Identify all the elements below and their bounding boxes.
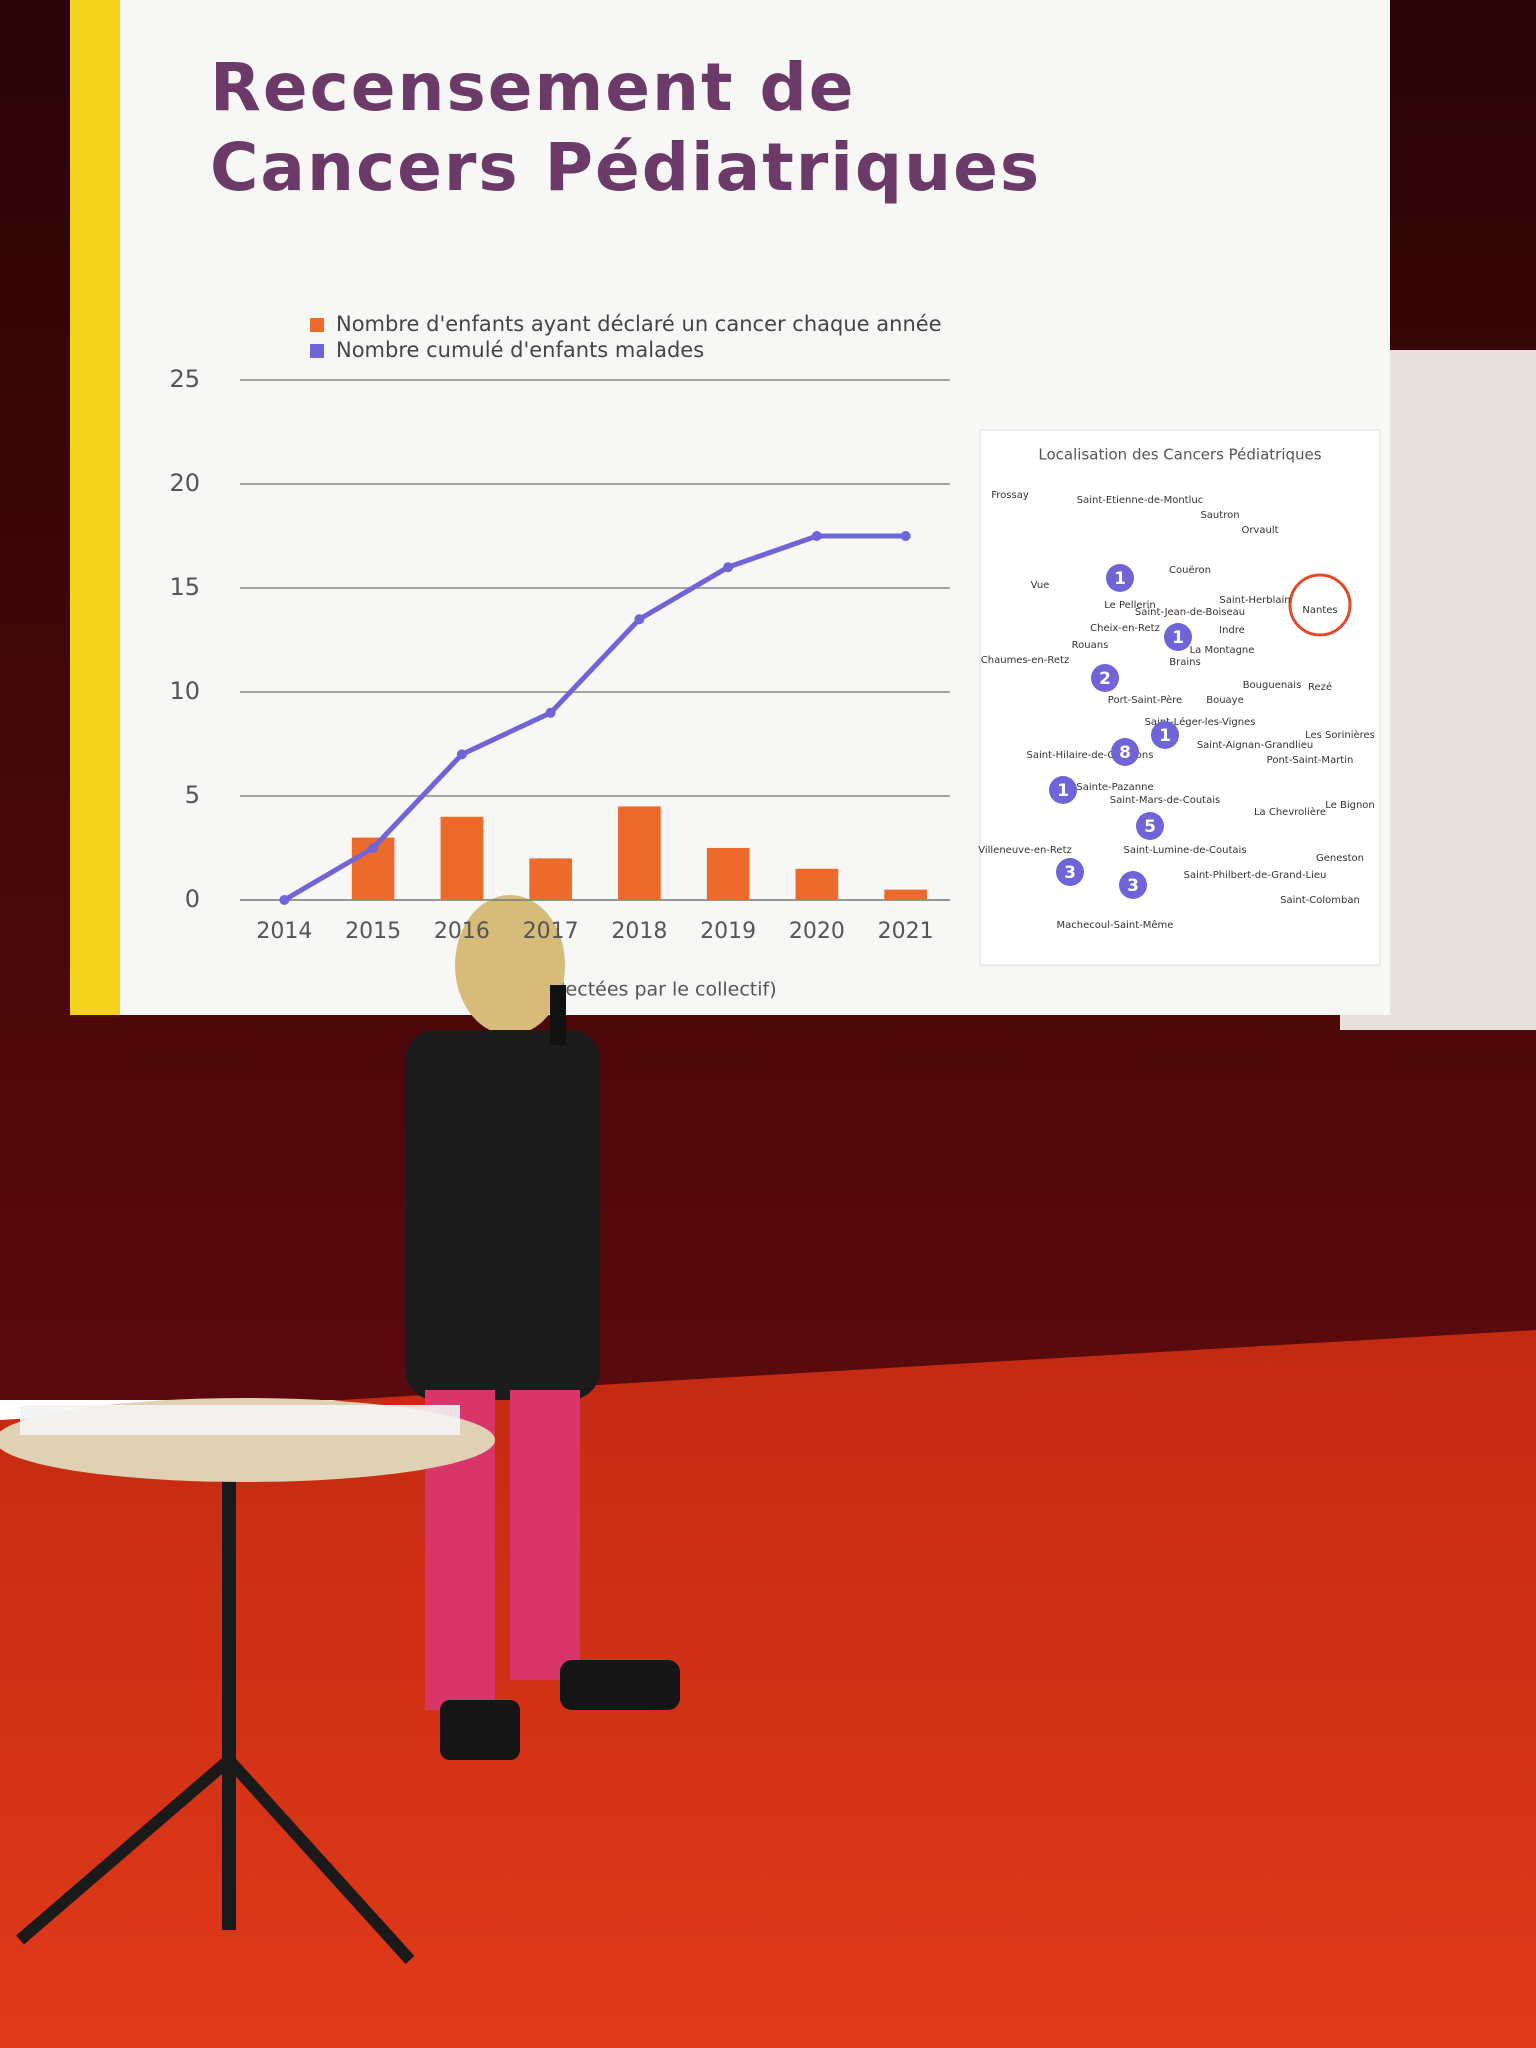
line: [283, 533, 906, 903]
map-place-label: Couëron: [1169, 565, 1211, 576]
map-place-label: Rezé: [1308, 681, 1332, 693]
map-place-label: Rouans: [1072, 640, 1109, 651]
y-tick-label: 0: [185, 885, 200, 913]
map-marker: [1119, 871, 1147, 899]
legend-label: Nombre cumulé d'enfants malades: [336, 338, 704, 362]
x-tick-label: 2020: [789, 919, 845, 944]
y-tick-label: 10: [169, 677, 200, 705]
nantes-circle: [1288, 573, 1352, 637]
map-place-label: Machecoul-Saint-Même: [1057, 919, 1174, 931]
map-place-label: Le Bignon: [1325, 800, 1375, 811]
map-count: 5: [1144, 817, 1156, 837]
floor: [0, 1330, 1536, 2048]
bar: [795, 868, 839, 900]
map-place-label: Saint-Etienne-de-Montluc: [1077, 495, 1203, 506]
bar: [618, 806, 661, 900]
map-place-label: Cheix-en-Retz: [1090, 623, 1160, 634]
map-place-label: Bouaye: [1206, 695, 1244, 706]
map-place-label: Saint-Colomban: [1280, 895, 1360, 906]
map-count: 1: [1057, 781, 1069, 801]
line-point: [900, 531, 911, 541]
map-marker: [1106, 564, 1134, 592]
map-panel: [979, 429, 1381, 966]
x-tick-label: 2019: [700, 919, 756, 944]
x-tick-label: 2015: [345, 919, 401, 944]
map-place-label: Bouguenais: [1243, 680, 1302, 691]
map-place-label: Saint-Jean-de-Boiseau: [1135, 607, 1245, 618]
map-marker: [1091, 664, 1119, 692]
y-tick-label: 15: [169, 573, 200, 601]
map-place-label: Vue: [1031, 580, 1050, 591]
map-place-label: La Chevrolière: [1254, 806, 1326, 818]
map-place-label: Sautron: [1200, 510, 1239, 521]
line-point: [545, 707, 556, 718]
map-place-label: Saint-Lumine-de-Coutais: [1123, 845, 1246, 856]
bar: [884, 889, 927, 900]
map-place-label: Orvault: [1241, 525, 1278, 536]
legend-label: Nombre d'enfants ayant déclaré un cancer…: [336, 312, 942, 336]
map-place-label: Villeneuve-en-Retz: [978, 845, 1072, 856]
map-place-label: Sainte-Pazanne: [1076, 782, 1153, 793]
map-count: 1: [1172, 628, 1184, 648]
x-tick-label: 2018: [611, 919, 667, 944]
map-place-label: La Montagne: [1190, 645, 1255, 656]
map-place-label: Chaumes-en-Retz: [981, 655, 1069, 666]
bar: [440, 816, 484, 900]
map-place-label: Saint-Mars-de-Coutais: [1110, 795, 1220, 806]
legend-swatch: [310, 344, 324, 358]
bar: [706, 848, 750, 900]
map-place-label: Port-Saint-Père: [1108, 694, 1182, 706]
x-tick-label: 2014: [256, 919, 312, 944]
x-tick-label: 2017: [523, 919, 579, 944]
bar: [529, 858, 572, 900]
line-point: [723, 562, 734, 573]
line-point: [634, 614, 645, 625]
map-title: Localisation des Cancers Pédiatriques: [1038, 446, 1321, 464]
map-count: 1: [1114, 569, 1126, 589]
y-tick-label: 5: [185, 781, 200, 809]
map-place-label: Saint-Aignan-Grandlieu: [1197, 740, 1313, 751]
line-point: [811, 531, 822, 541]
line-point: [368, 843, 379, 853]
x-tick-label: 2016: [434, 919, 490, 944]
x-tick-label: 2021: [878, 919, 934, 944]
map-count: 8: [1119, 743, 1131, 763]
table: [0, 1398, 495, 1965]
legend-swatch: [310, 318, 324, 332]
slide-title: Recensement de Cancers Pédiatriques: [210, 49, 1042, 206]
map-place-label: Le Pellerin: [1104, 600, 1156, 611]
map-marker: [1151, 721, 1179, 749]
y-tick-label: 25: [169, 365, 200, 393]
slide-accent: [70, 0, 120, 1015]
map-count: 1: [1159, 726, 1171, 746]
map-marker: [1049, 776, 1077, 804]
map-marker: [1164, 623, 1192, 651]
y-tick-label: 20: [169, 469, 200, 497]
map-count: 3: [1064, 863, 1076, 883]
line-point: [279, 895, 290, 905]
map-count: 2: [1099, 669, 1111, 689]
chart-note: llectées par le collectif): [555, 979, 777, 1001]
map-place-label: Les Sorinières: [1305, 729, 1375, 741]
map-place-label: Pont-Saint-Martin: [1267, 755, 1354, 766]
map-place-label: Saint-Philbert-de-Grand-Lieu: [1184, 870, 1327, 881]
map-place-label: Brains: [1169, 657, 1200, 668]
map-marker: [1136, 812, 1164, 840]
map-place-label: Saint-Herblain: [1219, 595, 1290, 606]
line-point: [456, 749, 467, 760]
map-place-label: Geneston: [1316, 853, 1364, 864]
map-marker: [1111, 738, 1139, 766]
map-marker: [1056, 858, 1084, 886]
map-place-label: Nantes: [1302, 605, 1337, 616]
map-count: 3: [1127, 876, 1139, 896]
map-place-label: Frossay: [991, 490, 1029, 501]
map-place-label: Indre: [1219, 625, 1245, 636]
